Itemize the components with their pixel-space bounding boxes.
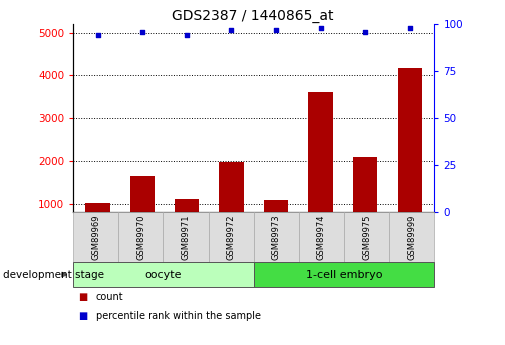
Point bbox=[94, 33, 102, 38]
Text: 1-cell embryo: 1-cell embryo bbox=[306, 270, 382, 279]
Bar bbox=[219, 162, 244, 246]
Bar bbox=[264, 200, 288, 246]
Point bbox=[317, 25, 325, 31]
Text: percentile rank within the sample: percentile rank within the sample bbox=[96, 311, 261, 321]
Bar bbox=[397, 68, 422, 246]
Text: GSM89969: GSM89969 bbox=[91, 215, 100, 260]
Text: GSM89973: GSM89973 bbox=[272, 214, 281, 260]
Point bbox=[138, 29, 146, 34]
Bar bbox=[85, 203, 110, 246]
Text: GSM89972: GSM89972 bbox=[227, 215, 236, 260]
Text: count: count bbox=[96, 292, 124, 302]
Point bbox=[406, 25, 414, 31]
Point bbox=[361, 29, 369, 34]
Bar bbox=[130, 176, 155, 246]
Bar bbox=[353, 157, 377, 246]
Text: ■: ■ bbox=[78, 311, 87, 321]
Text: GSM89971: GSM89971 bbox=[182, 215, 190, 260]
Text: GDS2387 / 1440865_at: GDS2387 / 1440865_at bbox=[172, 9, 333, 23]
Text: oocyte: oocyte bbox=[145, 270, 182, 279]
Text: ■: ■ bbox=[78, 292, 87, 302]
Bar bbox=[309, 92, 333, 246]
Text: GSM89975: GSM89975 bbox=[362, 215, 371, 260]
Point bbox=[227, 27, 235, 32]
Bar bbox=[175, 199, 199, 246]
Text: development stage: development stage bbox=[3, 270, 104, 279]
Text: GSM89974: GSM89974 bbox=[317, 215, 326, 260]
Text: GSM89970: GSM89970 bbox=[136, 215, 145, 260]
Point bbox=[183, 33, 191, 38]
Text: GSM89999: GSM89999 bbox=[407, 215, 416, 260]
Point bbox=[272, 27, 280, 32]
